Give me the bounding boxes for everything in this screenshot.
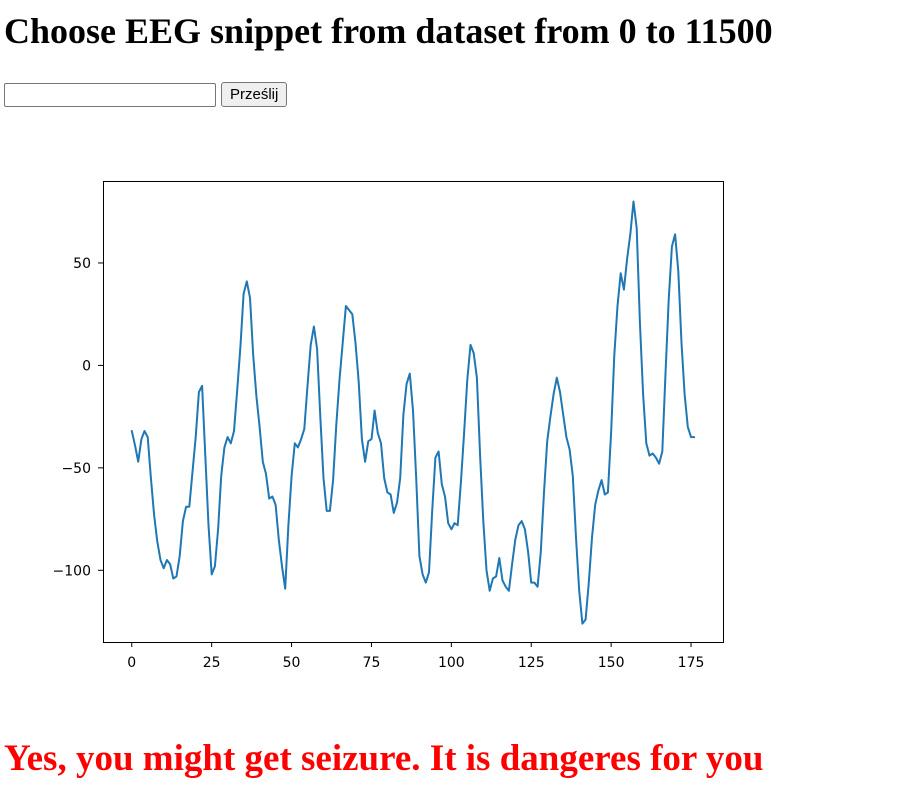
snippet-index-input[interactable] bbox=[4, 82, 216, 107]
prediction-result: Yes, you might get seizure. It is danger… bbox=[4, 738, 764, 779]
snippet-form: Prześlij bbox=[4, 82, 288, 107]
x-tick-label: 175 bbox=[678, 655, 705, 671]
plot-area bbox=[103, 181, 724, 643]
x-tick-label: 125 bbox=[518, 655, 545, 671]
x-axis: 0 25 50 75 100 125 150 175 bbox=[127, 642, 704, 671]
x-tick-label: 75 bbox=[363, 655, 381, 671]
plot-frame bbox=[103, 181, 724, 643]
page-title: Choose EEG snippet from dataset from 0 t… bbox=[4, 11, 773, 51]
y-tick-label: −100 bbox=[53, 563, 91, 579]
eeg-series-line bbox=[130, 200, 696, 625]
y-tick-label: 0 bbox=[82, 358, 91, 374]
y-tick-label: −50 bbox=[61, 461, 91, 477]
submit-button[interactable]: Prześlij bbox=[221, 82, 288, 107]
y-axis: 50 0 −50 −100 bbox=[53, 256, 103, 579]
x-tick-label: 150 bbox=[598, 655, 625, 671]
x-tick-label: 50 bbox=[283, 655, 301, 671]
eeg-chart: 0 25 50 75 100 125 150 175 50 0 −50 −100 bbox=[53, 181, 724, 671]
x-tick-label: 25 bbox=[203, 655, 221, 671]
x-tick-label: 100 bbox=[438, 655, 465, 671]
x-tick-label: 0 bbox=[127, 655, 136, 671]
y-tick-label: 50 bbox=[73, 256, 91, 272]
